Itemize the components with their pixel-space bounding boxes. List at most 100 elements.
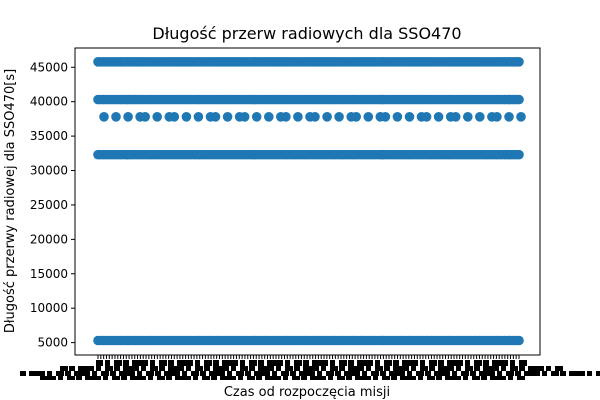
x-tick-label	[38, 371, 45, 376]
x-tick-label	[382, 376, 390, 380]
x-tick-label	[483, 366, 492, 371]
x-tick-label	[375, 366, 383, 371]
x-tick-label	[303, 366, 312, 371]
x-tick-label	[159, 366, 165, 371]
scatter-point	[433, 112, 444, 122]
x-tick-label	[337, 376, 345, 380]
x-tick-label	[101, 371, 109, 376]
x-tick-label	[231, 360, 238, 366]
x-tick-label	[409, 376, 416, 380]
y-axis: 5000 10000 15000 20000 25000 30000 35000 40000 4…	[30, 60, 75, 350]
x-tick-label	[67, 376, 75, 380]
scatter-point	[514, 335, 524, 346]
x-tick-label	[447, 360, 456, 366]
x-tick-label	[103, 376, 108, 380]
x-tick-label	[452, 371, 457, 376]
x-tick-label	[69, 366, 75, 371]
x-tick-label	[74, 371, 83, 376]
x-tick-label	[393, 360, 399, 366]
x-tick-label	[119, 371, 128, 376]
scatter-point	[293, 112, 303, 122]
x-tick-label	[445, 376, 454, 380]
chart-title: Długość przerw radiowych dla SSO470	[152, 24, 461, 43]
x-tick-label	[202, 376, 210, 380]
x-tick-label	[436, 376, 442, 380]
scatter-point	[264, 112, 274, 122]
x-tick-label	[492, 360, 501, 366]
x-tick-label	[299, 371, 308, 376]
x-tick-label	[281, 371, 289, 376]
x-tick-label	[517, 376, 525, 380]
x-tick-label	[231, 366, 236, 371]
x-tick-label	[319, 376, 326, 380]
x-tick-label	[83, 371, 90, 376]
x-tick-label	[470, 371, 476, 376]
x-tick-label	[263, 371, 270, 376]
x-tick-label	[326, 371, 334, 376]
scatter-point	[222, 112, 233, 122]
x-tick-label	[49, 376, 56, 380]
scatter-point	[239, 112, 250, 122]
x-tick-label	[366, 360, 373, 366]
x-tick-label	[456, 360, 463, 366]
x-tick-label	[195, 360, 200, 366]
x-tick-label	[249, 360, 257, 366]
x-tick-label	[168, 360, 174, 366]
x-tick-label	[213, 366, 222, 371]
x-tick-label	[155, 371, 161, 376]
scatter-point	[516, 112, 526, 122]
x-tick-label	[173, 371, 180, 376]
x-tick-label	[335, 371, 341, 376]
x-tick-label	[375, 360, 380, 366]
x-tick-label	[96, 366, 101, 371]
x-tick-label	[76, 376, 82, 380]
scatter-point	[475, 112, 485, 122]
x-tick-label	[519, 366, 525, 371]
x-tick-label	[186, 366, 191, 371]
x-tick-label	[418, 376, 423, 380]
x-tick-label	[105, 360, 110, 366]
x-tick-label	[479, 371, 488, 376]
scatter-point	[310, 112, 320, 122]
x-tick-label	[411, 360, 418, 366]
x-tick-label	[373, 376, 378, 380]
x-tick-label	[292, 376, 300, 380]
scatter-point	[392, 112, 403, 122]
x-tick-label	[546, 366, 551, 371]
scatter-point	[421, 112, 432, 122]
scatter-point	[181, 112, 192, 122]
y-tick-label: 15000	[30, 267, 68, 281]
scatter-point	[514, 149, 524, 160]
plot-frame	[74, 47, 541, 356]
scatter-points	[93, 57, 526, 346]
x-tick-label	[427, 376, 435, 380]
x-tick-label	[420, 366, 428, 371]
x-tick-label	[384, 360, 392, 366]
x-tick-label	[312, 360, 321, 366]
x-tick-label	[463, 376, 468, 380]
x-tick-label	[555, 366, 563, 371]
x-tick-label	[506, 371, 514, 376]
x-tick-label	[330, 360, 335, 366]
scatter-point	[210, 112, 221, 122]
x-tick-label	[137, 371, 142, 376]
x-tick-label	[112, 376, 120, 380]
scatter-point	[99, 112, 109, 122]
x-tick-label	[362, 371, 367, 376]
x-tick-label	[240, 360, 245, 366]
scatter-point	[463, 112, 473, 122]
x-tick-label	[587, 371, 592, 376]
x-tick-label	[238, 376, 243, 380]
x-tick-label	[222, 360, 231, 366]
x-tick-label	[344, 371, 353, 376]
x-tick-label	[47, 371, 52, 376]
x-tick-label	[330, 366, 338, 371]
scatter-point	[504, 112, 514, 122]
x-tick-label	[481, 376, 487, 380]
x-tick-label	[78, 366, 87, 371]
x-tick-label	[407, 371, 412, 376]
x-tick-label	[146, 371, 154, 376]
scatter-point	[380, 112, 391, 122]
x-tick-label	[141, 360, 148, 366]
